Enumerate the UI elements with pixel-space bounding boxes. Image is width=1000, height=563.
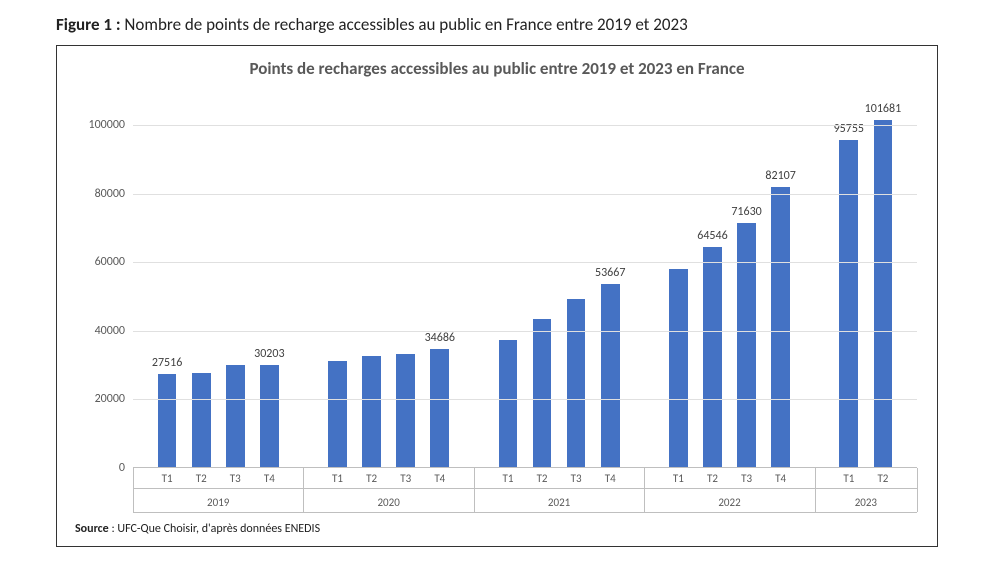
bar bbox=[839, 140, 858, 468]
x-tick-quarter: T3 bbox=[230, 472, 241, 485]
x-tick-year: 2023 bbox=[855, 496, 877, 509]
x-axis-area: T1 T2 T3 T4 2019 T1 T2 T3 T4 2020 T1 T2 T3 T4 2021 T1 T2… bbox=[133, 468, 917, 516]
year-divider bbox=[474, 468, 475, 512]
x-tick-quarter: T4 bbox=[264, 472, 275, 485]
y-tick-label: 80000 bbox=[95, 187, 125, 201]
bar bbox=[430, 349, 449, 468]
x-tier-separator bbox=[133, 488, 917, 489]
axis-box-bottom bbox=[133, 512, 917, 513]
source-line: Source : UFC-Que Choisir, d'après donnée… bbox=[75, 522, 320, 536]
figure-caption-text: Nombre de points de recharge accessibles… bbox=[121, 14, 688, 35]
y-tick-label: 100000 bbox=[89, 118, 126, 132]
bar bbox=[499, 340, 518, 468]
year-divider bbox=[303, 468, 304, 512]
data-label: 53667 bbox=[595, 266, 625, 280]
x-tick-quarter: T3 bbox=[571, 472, 582, 485]
figure-caption: Figure 1 : Nombre de points de recharge … bbox=[56, 14, 960, 35]
source-text: : UFC-Que Choisir, d'après données ENEDI… bbox=[109, 522, 320, 536]
bar bbox=[328, 361, 347, 468]
gridline bbox=[133, 331, 917, 332]
y-tick-label: 40000 bbox=[95, 324, 125, 338]
x-tick-year: 2021 bbox=[548, 496, 570, 509]
bar bbox=[396, 354, 415, 468]
x-tick-quarter: T4 bbox=[605, 472, 616, 485]
bar bbox=[703, 247, 722, 468]
data-label: 71630 bbox=[731, 205, 761, 219]
gridline bbox=[133, 125, 917, 126]
source-label: Source bbox=[75, 522, 109, 536]
data-label: 64546 bbox=[697, 229, 727, 243]
bar bbox=[226, 365, 245, 468]
data-label: 30203 bbox=[254, 347, 284, 361]
year-divider bbox=[815, 468, 816, 512]
data-label: 101681 bbox=[865, 102, 902, 116]
bars-layer: 27516 30203 34686 53667 64546 71630 82107 95755… bbox=[133, 98, 917, 468]
x-tick-year: 2022 bbox=[718, 496, 740, 509]
x-tick-quarter: T1 bbox=[332, 472, 343, 485]
x-tick-quarter: T4 bbox=[775, 472, 786, 485]
bar bbox=[158, 374, 177, 468]
x-tick-quarter: T1 bbox=[673, 472, 684, 485]
bar bbox=[362, 356, 381, 468]
x-tick-quarter: T1 bbox=[162, 472, 173, 485]
axis-box-side bbox=[133, 468, 134, 512]
plot-area: 27516 30203 34686 53667 64546 71630 82107 95755… bbox=[133, 98, 917, 468]
x-tick-quarter: T1 bbox=[843, 472, 854, 485]
data-label: 27516 bbox=[152, 356, 182, 370]
chart-frame: Points de recharges accessibles au publi… bbox=[56, 45, 938, 547]
data-label: 82107 bbox=[765, 169, 795, 183]
bar bbox=[669, 269, 688, 468]
x-tick-year: 2020 bbox=[377, 496, 399, 509]
page-root: Figure 1 : Nombre de points de recharge … bbox=[0, 0, 1000, 557]
x-tick-year: 2019 bbox=[207, 496, 229, 509]
gridline bbox=[133, 194, 917, 195]
bar bbox=[874, 120, 893, 468]
x-tick-quarter: T1 bbox=[502, 472, 513, 485]
gridline bbox=[133, 262, 917, 263]
y-tick-label: 0 bbox=[119, 461, 125, 475]
x-tick-quarter: T2 bbox=[196, 472, 207, 485]
x-tick-quarter: T2 bbox=[877, 472, 888, 485]
bar bbox=[533, 319, 552, 468]
bar bbox=[601, 284, 620, 468]
x-tick-quarter: T2 bbox=[537, 472, 548, 485]
data-label: 95755 bbox=[834, 122, 864, 136]
y-tick-label: 60000 bbox=[95, 255, 125, 269]
chart-title: Points de recharges accessibles au publi… bbox=[57, 58, 937, 79]
year-divider bbox=[644, 468, 645, 512]
axis-box-side bbox=[917, 468, 918, 512]
x-tick-quarter: T4 bbox=[434, 472, 445, 485]
bar bbox=[567, 299, 586, 468]
bar bbox=[737, 223, 756, 468]
figure-caption-label: Figure 1 : bbox=[56, 14, 121, 35]
x-tick-quarter: T2 bbox=[366, 472, 377, 485]
x-tick-quarter: T3 bbox=[400, 472, 411, 485]
y-tick-label: 20000 bbox=[95, 392, 125, 406]
data-label: 34686 bbox=[425, 331, 455, 345]
bar bbox=[260, 365, 279, 468]
gridline bbox=[133, 399, 917, 400]
x-tick-quarter: T3 bbox=[741, 472, 752, 485]
bar bbox=[192, 373, 211, 468]
x-tick-quarter: T2 bbox=[707, 472, 718, 485]
bar bbox=[771, 187, 790, 468]
